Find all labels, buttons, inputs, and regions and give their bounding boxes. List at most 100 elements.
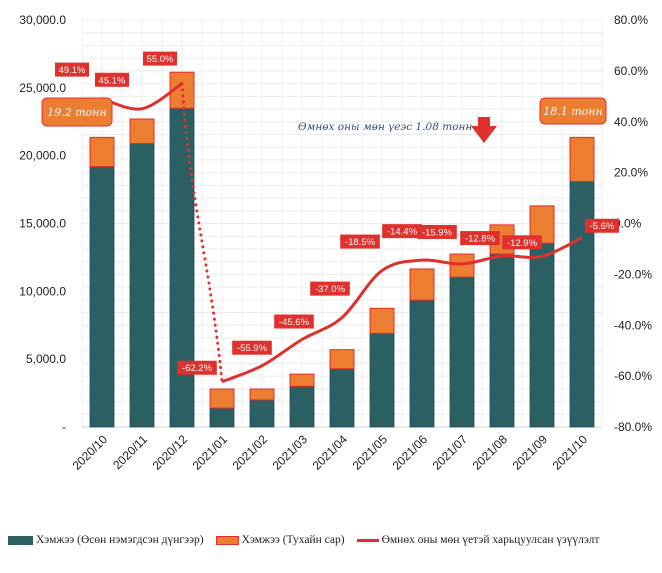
data-label: 45.1% xyxy=(99,75,126,86)
bar-cumulative xyxy=(369,332,395,428)
combo-chart: - 5,000.0 10,000.0 15,000.0 20,000.0 25,000.0… xyxy=(19,13,652,473)
bar-cumulative xyxy=(129,143,155,428)
yoy-point xyxy=(581,237,583,239)
down-arrow-icon xyxy=(471,117,497,143)
legend-label-yoy: Өмнөх оны мөн үетэй харьцуулсан үзүүлэлт xyxy=(381,534,600,546)
data-label-box xyxy=(143,51,177,66)
data-label: -12.9% xyxy=(507,238,538,249)
right-tick-label: 60.0% xyxy=(614,64,648,78)
x-tick-label: 2021/04 xyxy=(310,432,351,473)
right-tick-label: 20.0% xyxy=(614,166,648,180)
data-label: -12.8% xyxy=(465,234,496,245)
x-tick-label: 2021/01 xyxy=(190,432,231,473)
data-label: -18.5% xyxy=(345,237,376,248)
bar-monthly xyxy=(449,253,475,278)
data-label: 55.0% xyxy=(147,54,174,65)
left-tick-label: 5,000.0 xyxy=(26,352,66,366)
x-tick-label: 2021/06 xyxy=(390,432,431,473)
data-label-box xyxy=(382,224,422,239)
yoy-point xyxy=(341,317,343,319)
x-tick-label: 2020/12 xyxy=(150,432,191,473)
last-callout: 18.1 тонн xyxy=(539,97,607,125)
left-tick-label: 25,000.0 xyxy=(19,81,66,95)
bar-monthly xyxy=(569,136,595,182)
bar-cumulative xyxy=(169,107,195,428)
legend-label-monthly: Хэмжээ (Тухайн сар) xyxy=(241,534,345,546)
data-label-box xyxy=(417,224,457,239)
bar-monthly xyxy=(209,388,235,409)
left-tick-label: 10,000.0 xyxy=(19,284,66,298)
data-label: -37.0% xyxy=(315,284,346,295)
legend-label-cumulative: Хэмжээ (Өсөн нэмэгдсэн дүнгээр) xyxy=(36,534,204,546)
yoy-line-solid-2021 xyxy=(221,236,583,384)
data-label-box xyxy=(502,235,542,250)
left-tick-label: 15,000.0 xyxy=(19,217,66,231)
bar-monthly xyxy=(89,136,115,168)
yoy-point xyxy=(421,259,423,261)
bar-cumulative xyxy=(449,276,475,428)
right-tick-label: 80.0% xyxy=(614,13,648,27)
bar-cumulative xyxy=(409,299,435,428)
x-tick-label: 2021/08 xyxy=(470,432,511,473)
data-label: -14.4% xyxy=(387,227,418,238)
yoy-point xyxy=(501,255,503,257)
data-label-box xyxy=(310,281,350,296)
x-tick-label: 2020/10 xyxy=(70,432,111,473)
data-label-box xyxy=(55,62,89,77)
data-label-box xyxy=(460,231,500,246)
right-tick-label: -60.0% xyxy=(614,369,652,383)
right-axis: -80.0% -60.0% -40.0% -20.0% 0.0% 20.0% 40.0% 60… xyxy=(614,13,652,434)
legend: Хэмжээ (Өсөн нэмэгдсэн дүнгээр) Хэмжээ (… xyxy=(8,534,658,546)
bar-cumulative xyxy=(209,407,235,428)
data-label: 49.1% xyxy=(59,65,86,76)
yoy-point xyxy=(301,338,303,340)
legend-item-monthly: Хэмжээ (Тухайн сар) xyxy=(215,534,345,546)
data-labels: 49.1% 45.1% 55.0% -62.2% -55.9% -45.6% -37.0% -… xyxy=(55,51,619,375)
yoy-point xyxy=(221,381,223,383)
note-text: Өмнөх оны мөн үеэс 1.08 тонн xyxy=(298,121,472,133)
first-callout-text: 19.2 тонн xyxy=(47,106,107,119)
bar-monthly xyxy=(129,118,155,144)
data-label-box xyxy=(340,234,380,249)
data-label-box xyxy=(95,72,129,87)
x-tick-label: 2020/11 xyxy=(110,432,150,472)
bar-cumulative xyxy=(529,242,555,428)
bar-cumulative xyxy=(89,166,115,428)
x-tick-label: 2021/07 xyxy=(430,432,471,473)
legend-swatch-orange xyxy=(215,535,239,545)
x-axis: 2020/10 2020/11 2020/12 2021/01 2021/02 2021/… xyxy=(70,432,591,473)
x-tick-label: 2021/05 xyxy=(350,432,391,473)
bar-monthly xyxy=(289,373,315,387)
legend-item-yoy: Өмнөх оны мөн үетэй харьцуулсан үзүүлэлт xyxy=(356,534,600,546)
data-label-box xyxy=(177,360,217,375)
data-label-box xyxy=(274,314,314,329)
bar-monthly xyxy=(409,268,435,301)
x-tick-label: 2021/10 xyxy=(550,432,591,473)
data-label-box xyxy=(232,340,272,355)
right-tick-label: -80.0% xyxy=(614,420,652,434)
bar-cumulative xyxy=(489,253,515,428)
left-tick-label: - xyxy=(62,420,66,434)
x-tick-label: 2021/03 xyxy=(270,432,311,473)
yoy-point xyxy=(541,255,543,257)
data-label: -62.2% xyxy=(182,363,213,374)
bar-monthly xyxy=(249,388,275,401)
bar-cumulative xyxy=(329,368,355,428)
yoy-line-dotted xyxy=(180,82,224,384)
yoy-point xyxy=(181,83,183,85)
data-label: -45.6% xyxy=(279,317,310,328)
last-callout-text: 18.1 тонн xyxy=(543,105,603,118)
legend-swatch-line xyxy=(356,538,379,542)
yoy-point xyxy=(461,263,463,265)
data-label: -55.9% xyxy=(237,343,268,354)
left-tick-label: 30,000.0 xyxy=(19,13,66,27)
x-tick-label: 2021/09 xyxy=(510,432,551,473)
bar-cumulative xyxy=(289,385,315,428)
right-tick-label: -20.0% xyxy=(614,267,652,281)
left-axis: - 5,000.0 10,000.0 15,000.0 20,000.0 25,000.0… xyxy=(19,13,66,434)
yoy-point xyxy=(261,365,263,367)
yoy-point xyxy=(141,108,143,110)
legend-swatch-teal xyxy=(8,535,33,545)
right-tick-label: 40.0% xyxy=(614,115,648,129)
data-label-box xyxy=(585,218,619,233)
